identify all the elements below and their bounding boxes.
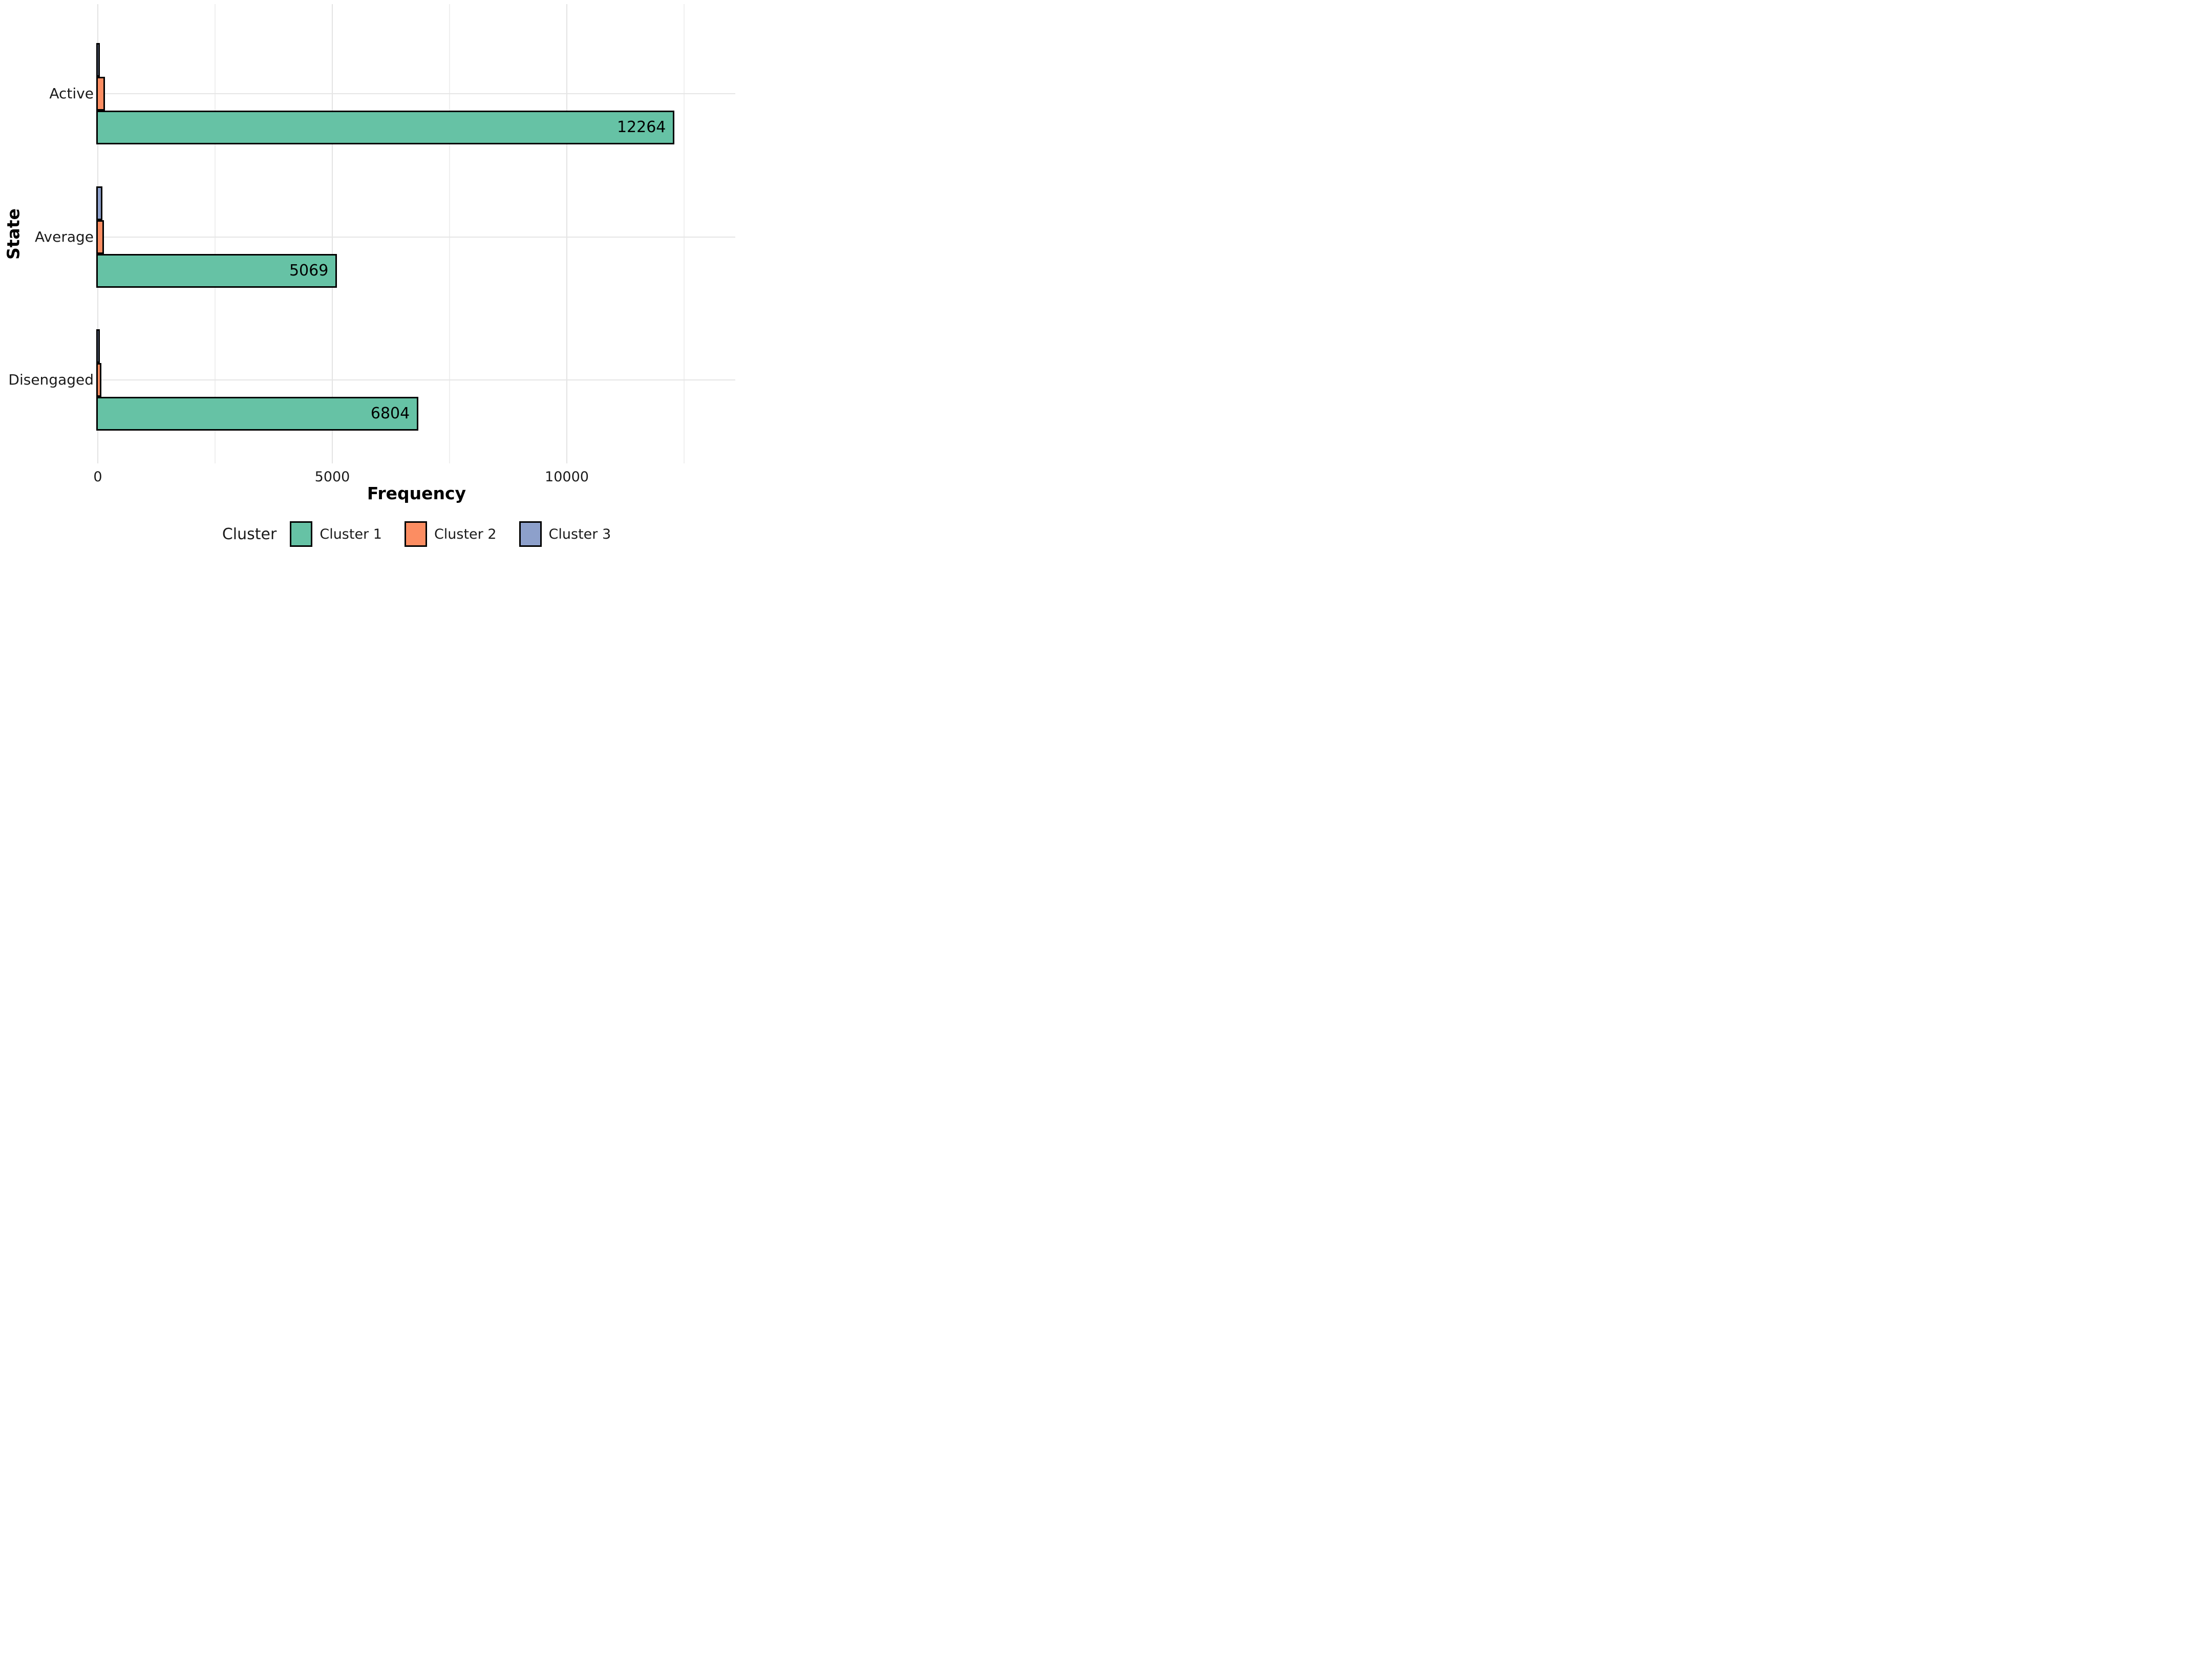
bar-chart-figure: 12264 5069 6804 0 5000 10000 Active Average Dise… [0, 0, 737, 553]
legend-label-cluster-3: Cluster 3 [548, 526, 611, 542]
y-axis-title: State [3, 208, 24, 260]
legend: Cluster Cluster 1 Cluster 2 Cluster 3 [98, 519, 735, 549]
x-tick-label: 0 [93, 469, 102, 485]
gridline-vertical-minor [215, 4, 216, 463]
bar-active-cluster-1 [96, 111, 675, 144]
bar-value-label: 6804 [370, 405, 410, 422]
bar-active-cluster-3 [96, 43, 100, 77]
gridline-vertical-major [566, 4, 568, 463]
bar-disengaged-cluster-1 [96, 397, 419, 431]
x-tick-label: 5000 [314, 469, 350, 485]
bar-average-cluster-2 [96, 220, 104, 254]
bar-disengaged-cluster-2 [96, 363, 102, 397]
bar-average-cluster-3 [96, 186, 102, 220]
legend-swatch-cluster-2 [404, 521, 427, 547]
legend-item-cluster-1: Cluster 1 [290, 521, 382, 547]
legend-item-cluster-3: Cluster 3 [519, 521, 611, 547]
x-tick-label: 10000 [545, 469, 589, 485]
bar-active-cluster-2 [96, 77, 105, 111]
bar-average-cluster-1 [96, 254, 337, 288]
gridline-vertical-major [331, 4, 333, 463]
legend-item-cluster-2: Cluster 2 [404, 521, 497, 547]
legend-swatch-cluster-1 [290, 521, 313, 547]
bar-disengaged-cluster-3 [96, 329, 100, 363]
x-axis-title: Frequency [367, 483, 466, 503]
y-category-label: Average [35, 228, 94, 245]
y-category-label: Disengaged [8, 371, 94, 388]
legend-swatch-cluster-3 [519, 521, 542, 547]
gridline-horizontal [98, 93, 735, 95]
y-category-label: Active [49, 85, 94, 102]
legend-label-cluster-1: Cluster 1 [320, 526, 382, 542]
bar-value-label: 12264 [616, 118, 666, 136]
gridline-horizontal [98, 236, 735, 238]
gridline-vertical-minor [684, 4, 685, 463]
gridline-vertical-minor [449, 4, 450, 463]
legend-title: Cluster [222, 525, 277, 543]
bar-value-label: 5069 [289, 262, 329, 280]
gridline-horizontal [98, 379, 735, 381]
legend-items: Cluster 1 Cluster 2 Cluster 3 [290, 521, 611, 547]
legend-label-cluster-2: Cluster 2 [434, 526, 497, 542]
